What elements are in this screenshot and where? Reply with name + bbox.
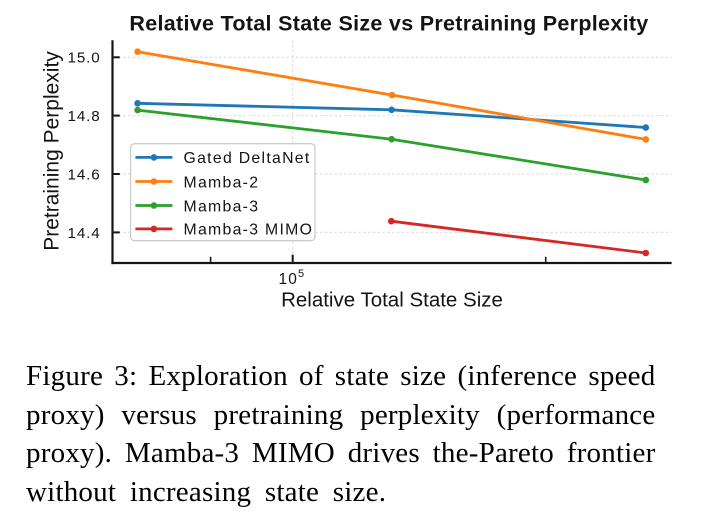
svg-text:14.8: 14.8 (68, 108, 101, 125)
svg-text:105: 105 (279, 268, 306, 288)
svg-text:Mamba-2: Mamba-2 (184, 174, 260, 191)
svg-text:14.4: 14.4 (68, 225, 101, 242)
svg-text:Pretraining Perplexity: Pretraining Perplexity (41, 51, 64, 251)
svg-text:Mamba-3 MIMO: Mamba-3 MIMO (184, 222, 314, 239)
svg-text:Relative Total State Size: Relative Total State Size (281, 289, 503, 312)
svg-text:Relative Total State Size vs P: Relative Total State Size vs Pretraining… (129, 12, 648, 36)
svg-text:Mamba-3: Mamba-3 (184, 198, 260, 215)
svg-text:Gated DeltaNet: Gated DeltaNet (184, 150, 311, 167)
svg-text:15.0: 15.0 (68, 50, 101, 67)
svg-text:14.6: 14.6 (68, 166, 101, 183)
